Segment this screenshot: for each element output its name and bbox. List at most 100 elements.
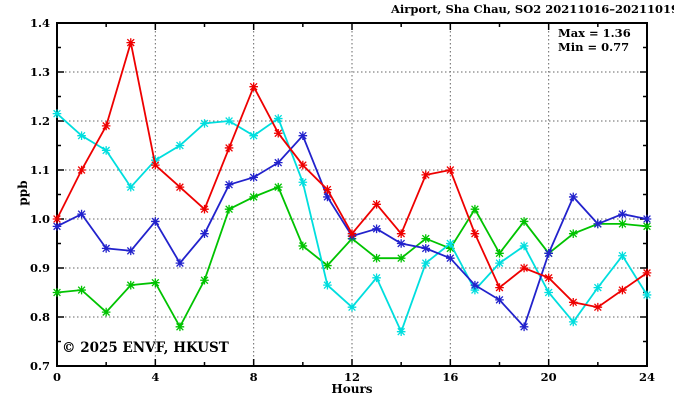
blue-series-marker xyxy=(52,222,62,231)
blue-series-marker xyxy=(323,192,332,202)
red-series-marker xyxy=(421,170,431,180)
blue-series-marker xyxy=(470,280,480,290)
red-series-marker xyxy=(642,268,652,278)
cyan-series-marker xyxy=(224,116,234,126)
blue-series-marker xyxy=(273,158,283,167)
cyan-series-marker xyxy=(544,288,553,297)
max-annotation: Max = 1.36 xyxy=(558,26,631,40)
blue-series-marker xyxy=(126,246,136,256)
min-annotation: Min = 0.77 xyxy=(558,40,629,54)
y-tick-label: 1.2 xyxy=(30,114,50,128)
y-tick-label: 1.1 xyxy=(30,163,50,177)
cyan-series-marker xyxy=(52,109,62,118)
blue-series-marker xyxy=(642,214,652,224)
red-series-marker xyxy=(519,263,529,273)
y-tick-label: 1.4 xyxy=(30,16,50,30)
green-series-marker xyxy=(200,275,209,285)
cyan-series-marker xyxy=(101,146,111,155)
watermark: © 2025 ENVF, HKUST xyxy=(62,340,229,356)
x-axis-label: Hours xyxy=(331,382,372,396)
blue-series-marker xyxy=(151,217,160,226)
y-tick-label: 0.8 xyxy=(30,310,50,324)
y-tick-label: 1.3 xyxy=(30,65,50,79)
green-series-marker xyxy=(618,219,627,229)
blue-series-marker xyxy=(593,219,603,229)
green-series-marker xyxy=(249,192,258,202)
y-tick-label: 0.9 xyxy=(30,261,50,275)
green-series-marker xyxy=(101,307,111,317)
cyan-series-marker xyxy=(323,280,332,290)
green-series-marker xyxy=(642,222,652,231)
y-tick-label: 0.7 xyxy=(30,359,50,373)
cyan-series-marker xyxy=(175,141,185,150)
y-tick-label: 1.0 xyxy=(30,212,50,226)
blue-series-marker xyxy=(101,244,111,253)
red-series-marker xyxy=(273,128,283,138)
x-tick-label: 20 xyxy=(541,370,557,384)
red-series-marker xyxy=(568,298,578,307)
green-series-marker xyxy=(470,204,480,214)
cyan-series-marker xyxy=(200,119,209,128)
cyan-series-marker xyxy=(618,251,627,261)
blue-series-marker xyxy=(421,244,431,253)
x-tick-label: 24 xyxy=(639,370,655,384)
chart-title: Airport, Sha Chau, SO2 20211016–20211019 xyxy=(390,2,674,16)
red-series-marker xyxy=(446,165,455,175)
green-series-marker xyxy=(396,253,406,263)
cyan-series-marker xyxy=(593,283,603,292)
green-series-marker xyxy=(126,280,136,290)
cyan-series-marker xyxy=(126,182,136,192)
x-tick-label: 8 xyxy=(250,370,258,384)
red-series-marker xyxy=(396,229,406,238)
red-series-marker xyxy=(544,273,553,283)
red-series-marker xyxy=(347,229,357,238)
cyan-series-marker xyxy=(446,239,455,248)
cyan-series-marker xyxy=(298,177,308,187)
green-series-marker xyxy=(421,234,431,243)
red-series-marker xyxy=(126,38,136,47)
plot-border xyxy=(56,22,648,367)
cyan-series-line xyxy=(56,112,648,335)
blue-series-marker xyxy=(372,224,381,234)
green-series-marker xyxy=(52,288,62,297)
blue-series-marker xyxy=(224,180,234,189)
cyan-series-marker xyxy=(519,241,529,251)
blue-series-marker xyxy=(618,209,627,219)
green-series-marker xyxy=(323,261,332,270)
blue-series-marker xyxy=(446,253,455,263)
cyan-series-marker xyxy=(249,131,258,140)
blue-series-marker xyxy=(298,131,308,140)
green-series-marker xyxy=(495,249,504,258)
green-series-marker xyxy=(224,204,234,214)
red-series-marker xyxy=(200,204,209,214)
green-series-marker xyxy=(77,285,86,295)
cyan-series-marker xyxy=(642,290,652,300)
blue-series-marker xyxy=(175,258,185,268)
blue-series-marker xyxy=(495,295,504,305)
green-series-marker xyxy=(151,278,160,287)
red-series-marker xyxy=(593,302,603,312)
x-tick-label: 12 xyxy=(344,370,360,384)
cyan-series-marker xyxy=(151,155,160,165)
cyan-series-marker xyxy=(77,131,86,140)
cyan-series-marker xyxy=(495,258,504,268)
x-tick-label: 4 xyxy=(151,370,159,384)
blue-series-marker xyxy=(519,322,529,332)
blue-series-marker xyxy=(544,249,553,258)
red-series-marker xyxy=(101,121,111,131)
red-series-marker xyxy=(175,182,185,192)
cyan-series-marker xyxy=(396,327,406,336)
red-series-marker xyxy=(52,214,62,224)
green-series-marker xyxy=(372,253,381,263)
green-series-marker xyxy=(519,217,529,226)
cyan-series-marker xyxy=(568,317,578,327)
red-series-marker xyxy=(298,160,308,170)
blue-series-marker xyxy=(249,173,258,182)
green-series-marker xyxy=(273,182,283,192)
blue-series-marker xyxy=(568,192,578,202)
cyan-series-marker xyxy=(470,285,480,295)
green-series-marker xyxy=(175,322,185,332)
red-series-marker xyxy=(495,283,504,292)
